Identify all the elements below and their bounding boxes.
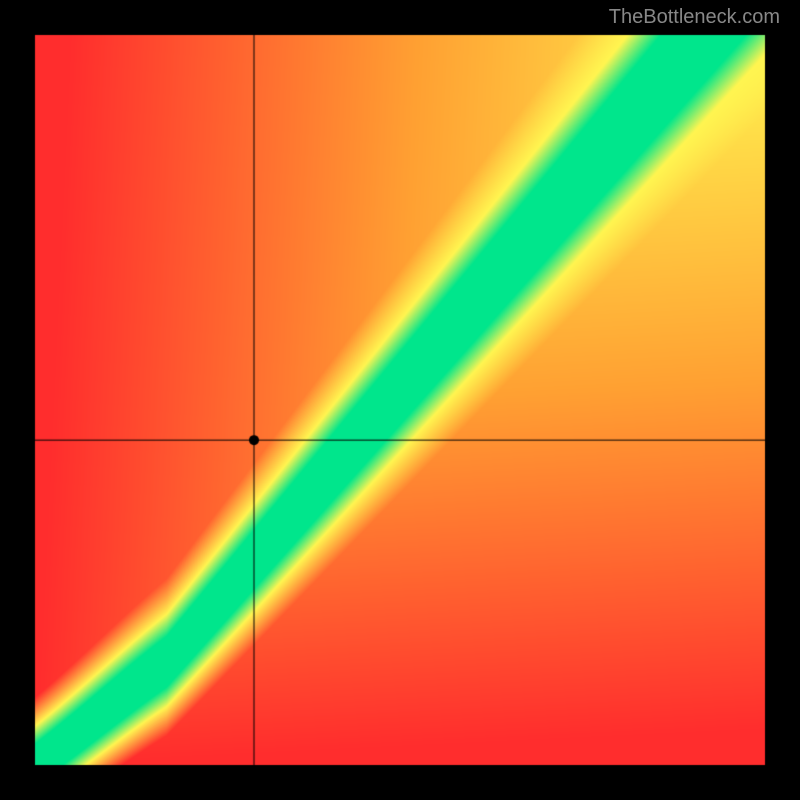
- bottleneck-heatmap: [0, 0, 800, 800]
- watermark-text: TheBottleneck.com: [609, 6, 780, 29]
- chart-container: TheBottleneck.com: [0, 0, 800, 800]
